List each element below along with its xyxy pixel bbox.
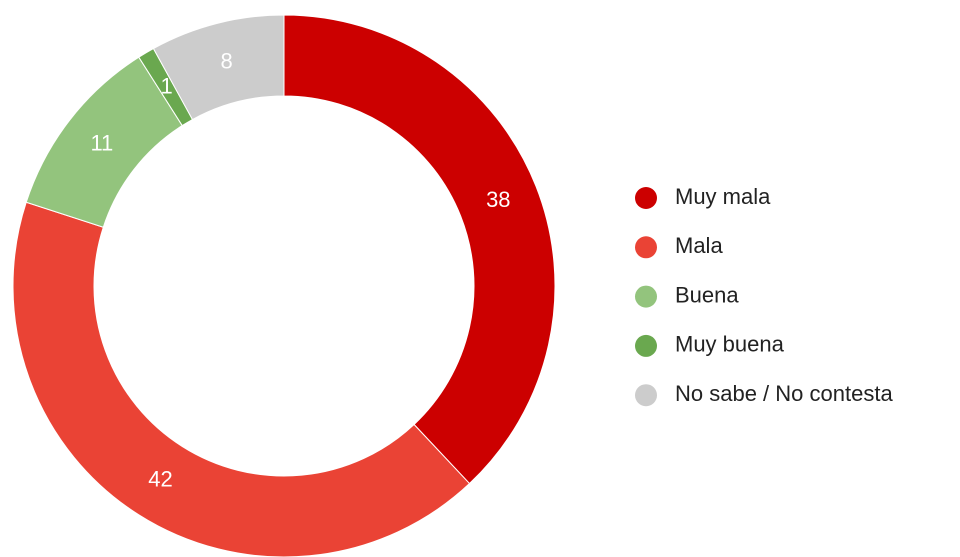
legend-swatch [635, 187, 657, 209]
legend-label: No sabe / No contesta [675, 381, 893, 406]
legend-swatch [635, 384, 657, 407]
legend-label: Muy buena [675, 332, 785, 357]
legend-swatch [635, 334, 657, 357]
slice [12, 201, 471, 557]
slice [152, 14, 285, 121]
legend-label: Muy mala [675, 184, 771, 209]
slice-label: 42 [148, 466, 172, 491]
slice-label: 11 [90, 131, 113, 156]
legend-swatch [635, 285, 657, 308]
slice-label: 1 [161, 73, 173, 98]
slice-label: 38 [486, 187, 510, 212]
legend-label: Mala [675, 233, 723, 258]
legend-swatch [635, 236, 657, 259]
slice [283, 14, 556, 485]
slice-label: 8 [221, 49, 233, 74]
legend-label: Buena [675, 282, 739, 307]
